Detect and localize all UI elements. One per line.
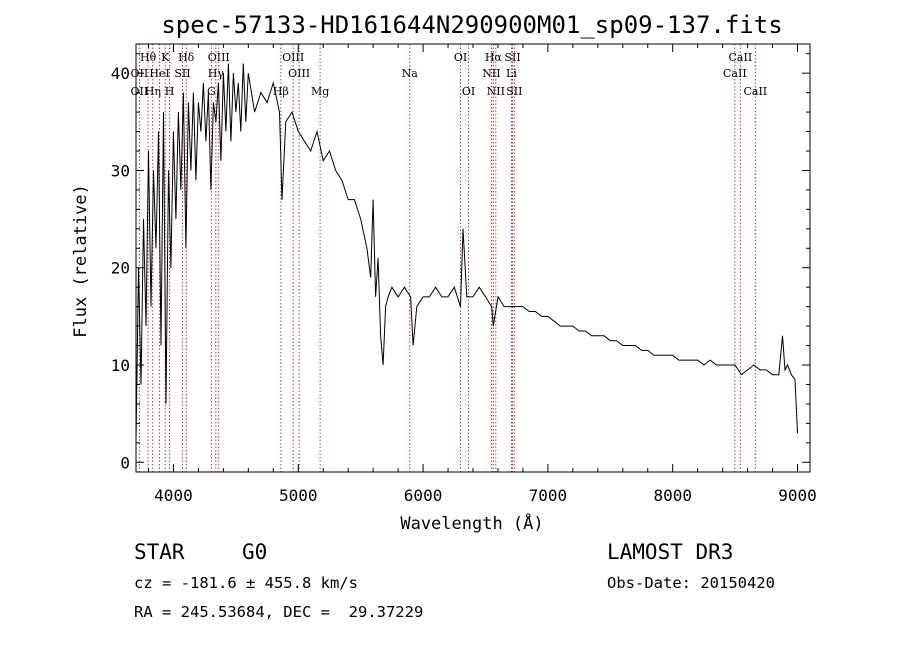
annotation-11: G <box>207 85 216 98</box>
object-type: STAR <box>134 540 185 564</box>
subclass: G0 <box>242 540 268 564</box>
annotation-7: SII <box>174 67 190 80</box>
survey-name: LAMOST DR3 <box>607 540 734 564</box>
annotation-15: Mg <box>311 85 329 98</box>
x-tick-label-2: 6000 <box>404 486 443 505</box>
annotation-26: CaII <box>723 67 747 80</box>
y-tick-label-1: 10 <box>111 356 130 375</box>
y-tick-label-2: 20 <box>111 259 130 278</box>
y-tick-label-3: 30 <box>111 161 130 180</box>
annotation-22: SII <box>504 51 520 64</box>
obs-date: Obs-Date: 20150420 <box>607 574 775 592</box>
annotation-25: CaII <box>729 51 753 64</box>
annotation-17: OI <box>454 51 467 64</box>
y-tick-label-0: 0 <box>120 453 130 472</box>
annotation-3: HeI <box>149 67 169 80</box>
annotation-16: Na <box>402 67 419 80</box>
annotation-5: K <box>161 51 170 64</box>
annotation-14: Hβ <box>273 85 289 98</box>
annotation-19: Hα <box>485 51 503 64</box>
y-axis-ticks: 0 10 20 30 40 <box>111 53 810 472</box>
annotation-8: Hδ <box>178 51 195 64</box>
y-tick-label-4: 40 <box>111 64 130 83</box>
annotation-23: Li <box>506 67 517 80</box>
x-tick-label-0: 4000 <box>154 486 193 505</box>
annotation-12: OIII <box>282 51 304 64</box>
x-tick-label-5: 9000 <box>778 486 817 505</box>
annotation-27: CaII <box>743 85 767 98</box>
annotation-4: Hη <box>145 85 161 98</box>
x-tick-label-3: 7000 <box>529 486 568 505</box>
chart-title: spec-57133-HD161644N290900M01_sp09-137.f… <box>161 11 782 39</box>
x-tick-label-4: 8000 <box>653 486 692 505</box>
annotation-20: NII <box>482 67 500 80</box>
annotation-2: OII <box>131 85 149 98</box>
x-axis-label: Wavelength (Å) <box>400 512 543 534</box>
x-axis-ticks: 4000 5000 6000 7000 8000 9000 <box>147 44 817 505</box>
redshift-velocity: cz = -181.6 ± 455.8 km/s <box>134 574 358 592</box>
annotation-21: NII <box>487 85 505 98</box>
y-axis-label: Flux (relative) <box>71 184 91 338</box>
annotation-9: OIII <box>208 51 230 64</box>
spectrum-line <box>135 63 798 443</box>
annotation-6: H <box>165 85 175 98</box>
plot-frame <box>135 43 811 473</box>
annotation-13: OIII <box>288 67 310 80</box>
coordinates: RA = 245.53684, DEC = 29.37229 <box>134 603 424 621</box>
annotation-18: OI <box>462 85 475 98</box>
annotation-10: Hγ <box>208 67 225 80</box>
annotation-0: Hθ <box>140 51 157 64</box>
annotation-24: SII <box>506 85 522 98</box>
x-tick-label-1: 5000 <box>279 486 318 505</box>
